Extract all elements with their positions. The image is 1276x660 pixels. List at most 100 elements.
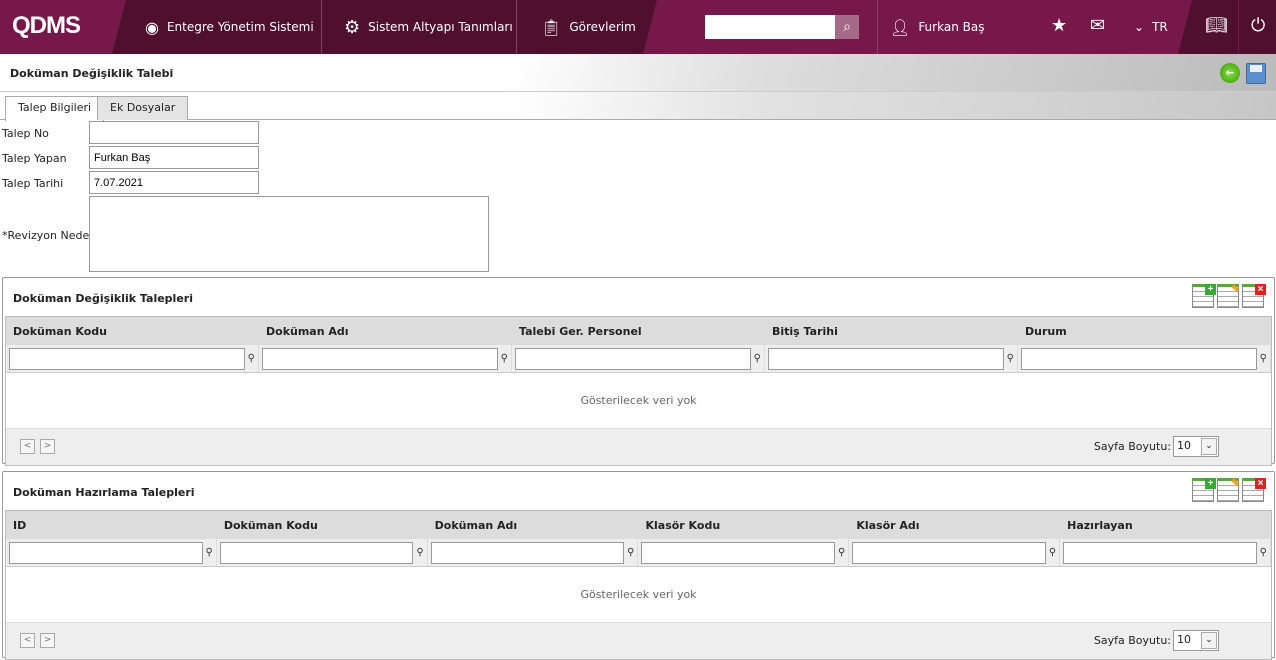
page-size-select[interactable]: 10 ⌄: [1173, 630, 1219, 651]
next-page-button[interactable]: >: [40, 439, 55, 454]
divider: [321, 0, 322, 54]
save-button[interactable]: [1246, 63, 1266, 84]
column-header[interactable]: Klasör Kodu: [645, 519, 721, 532]
column-header[interactable]: Doküman Kodu: [13, 325, 107, 338]
column-header[interactable]: Doküman Kodu: [223, 519, 318, 532]
arrow-left-icon: ←: [1225, 66, 1235, 79]
filter-input[interactable]: [515, 347, 751, 370]
divider: [1238, 0, 1239, 54]
user-icon: 👤︎: [890, 17, 911, 37]
revizyon-textarea[interactable]: [89, 196, 489, 272]
nav-label: Görevlerim: [569, 20, 636, 34]
column-header[interactable]: Talebi Ger. Personel: [519, 325, 642, 338]
search-input[interactable]: [705, 15, 835, 39]
page-size-label: Sayfa Boyutu:: [1093, 634, 1171, 647]
tab-strip: Talep Bilgileri Ek Dosyalar: [0, 92, 1276, 121]
filter-icon[interactable]: ⚲: [1006, 353, 1014, 364]
column-header[interactable]: ID: [13, 519, 27, 532]
next-page-button[interactable]: >: [40, 633, 55, 648]
page-size-select[interactable]: 10 ⌄: [1173, 436, 1219, 457]
add-row-icon[interactable]: +: [1192, 284, 1216, 308]
filter-input[interactable]: [1021, 347, 1257, 370]
column-header[interactable]: Durum: [1025, 325, 1067, 338]
data-grid: ID Doküman Kodu Doküman Adı Klasör Kodu Klas…: [5, 510, 1272, 660]
column-header[interactable]: Doküman Adı: [434, 519, 518, 532]
chevron-down-icon: ⌄: [1134, 20, 1145, 34]
back-button[interactable]: ←: [1220, 63, 1240, 83]
tab-talep-bilgileri[interactable]: Talep Bilgileri: [5, 96, 105, 121]
filter-icon[interactable]: ⚲: [247, 353, 255, 364]
filter-input[interactable]: [262, 347, 498, 370]
divider: [516, 0, 517, 54]
grid-header: ID Doküman Kodu Doküman Adı Klasör Kodu Klas…: [6, 511, 1271, 539]
gear-icon: ⚙: [344, 16, 361, 38]
filter-input[interactable]: [768, 347, 1004, 370]
filter-input[interactable]: [852, 541, 1046, 564]
search-button[interactable]: ⌕: [835, 15, 859, 39]
talep-tarihi-input[interactable]: [89, 171, 259, 194]
filter-icon[interactable]: ⚲: [205, 547, 213, 558]
logo[interactable]: QDMS: [12, 12, 81, 39]
star-icon[interactable]: ★: [1051, 15, 1068, 36]
mail-icon[interactable]: ✉: [1090, 15, 1106, 36]
nav-sistem[interactable]: ⚙ Sistem Altyapı Tanımları: [344, 0, 513, 54]
edit-row-icon[interactable]: ✎: [1217, 284, 1240, 308]
nav-gorevlerim[interactable]: 📋︎ Görevlerim: [541, 0, 636, 54]
page-size-value: 10: [1177, 633, 1191, 646]
filter-icon[interactable]: ⚲: [1259, 547, 1267, 558]
column-header[interactable]: Bitiş Tarihi: [772, 325, 838, 338]
grid-panel-degisiklik: Doküman Değişiklik Talepleri + ✎ × Doküm…: [2, 277, 1275, 466]
filter-row: ⚲ ⚲ ⚲ ⚲ ⚲ ⚲: [6, 539, 1271, 567]
filter-icon[interactable]: ⚲: [1259, 353, 1267, 364]
page-size-label: Sayfa Boyutu:: [1093, 440, 1171, 453]
filter-input[interactable]: [9, 541, 203, 564]
column-header[interactable]: Hazırlayan: [1067, 519, 1133, 532]
search-icon: ⌕: [843, 19, 851, 35]
talep-tarihi-label: Talep Tarihi: [2, 177, 64, 190]
filter-input[interactable]: [430, 541, 625, 564]
power-icon[interactable]: ⏻: [1251, 15, 1266, 36]
data-grid: Doküman Kodu Doküman Adı Talebi Ger. Perso…: [5, 316, 1272, 466]
filter-cell: ⚲: [1060, 539, 1271, 566]
nav-entegre[interactable]: ◉ Entegre Yönetim Sistemi: [145, 0, 314, 54]
panel-title: Doküman Değişiklik Talepleri: [13, 292, 193, 305]
filter-icon[interactable]: ⚲: [500, 353, 508, 364]
panel-title: Doküman Hazırlama Talepleri: [13, 486, 195, 499]
nav-label: Sistem Altyapı Tanımları: [368, 20, 513, 34]
filter-icon[interactable]: ⚲: [1048, 547, 1057, 558]
page-size-value: 10: [1177, 439, 1191, 452]
tab-ek-dosyalar[interactable]: Ek Dosyalar: [97, 96, 189, 120]
column-header[interactable]: Klasör Adı: [856, 519, 920, 532]
filter-input[interactable]: [9, 347, 245, 370]
filter-icon[interactable]: ⚲: [627, 547, 635, 558]
filter-icon[interactable]: ⚲: [416, 547, 424, 558]
filter-input[interactable]: [219, 541, 414, 564]
user-name: Furkan Baş: [918, 20, 985, 34]
user-menu[interactable]: 👤︎ Furkan Baş: [890, 0, 984, 54]
talep-yapan-label: Talep Yapan: [2, 152, 67, 165]
filter-cell: ⚲: [849, 539, 1061, 566]
tools-band: [1178, 0, 1276, 54]
q-circle-icon: ◉: [145, 17, 159, 37]
filter-cell: ⚲: [6, 345, 259, 372]
delete-row-icon[interactable]: ×: [1242, 284, 1266, 308]
add-row-icon[interactable]: +: [1192, 478, 1216, 502]
language-select[interactable]: ⌄ TR: [1134, 0, 1168, 54]
edit-row-icon[interactable]: ✎: [1217, 478, 1240, 502]
divider: [877, 0, 878, 54]
prev-page-button[interactable]: <: [20, 439, 35, 454]
talep-no-input[interactable]: [89, 121, 259, 144]
prev-page-button[interactable]: <: [20, 633, 35, 648]
delete-row-icon[interactable]: ×: [1242, 478, 1266, 502]
filter-cell: ⚲: [6, 539, 217, 566]
filter-input[interactable]: [641, 541, 835, 564]
filter-icon[interactable]: ⚲: [837, 547, 846, 558]
filter-icon[interactable]: ⚲: [753, 353, 761, 364]
filter-cell: ⚲: [512, 345, 765, 372]
talep-yapan-input[interactable]: [89, 146, 259, 169]
manual-icon[interactable]: 📖︎: [1205, 15, 1228, 36]
filter-cell: ⚲: [1018, 345, 1271, 372]
column-header[interactable]: Doküman Adı: [266, 325, 349, 338]
talep-no-label: Talep No: [2, 127, 49, 140]
filter-input[interactable]: [1063, 541, 1257, 564]
